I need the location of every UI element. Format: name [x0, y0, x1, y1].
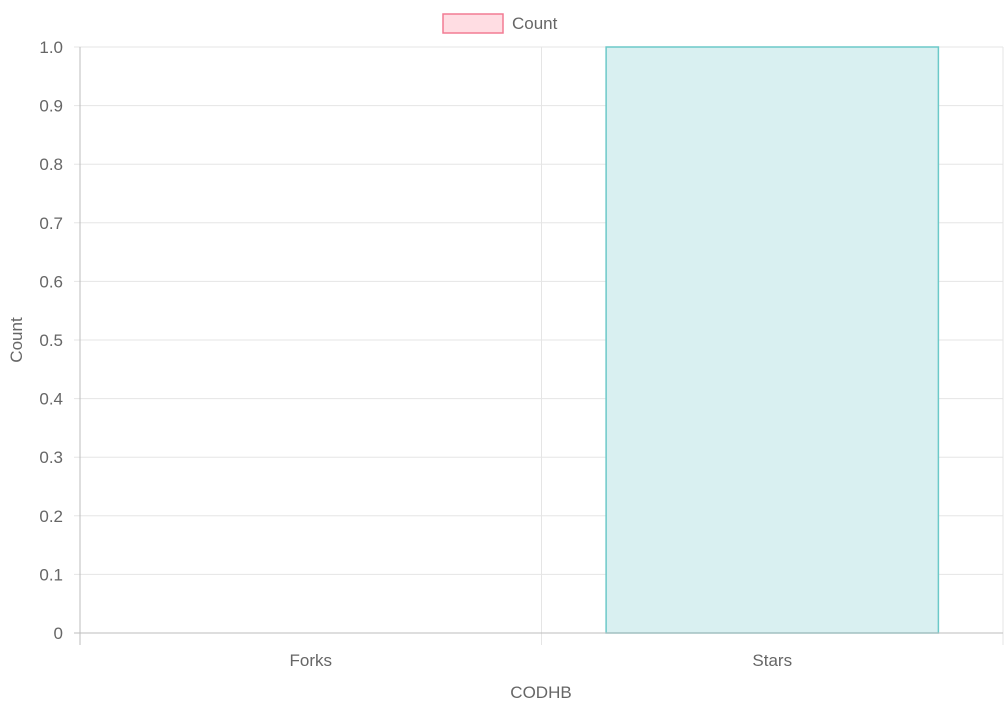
- y-tick-labels: 0 0.1 0.2 0.3 0.4 0.5 0.6 0.7 0.8 0.9 1.0: [39, 38, 63, 643]
- x-axis-title: CODHB: [510, 683, 571, 702]
- y-tick-label: 0.4: [39, 390, 63, 409]
- y-tick-label: 0.6: [39, 272, 63, 291]
- x-tick-label: Stars: [752, 651, 792, 670]
- axes: [74, 47, 1003, 645]
- legend[interactable]: Count: [442, 13, 558, 34]
- y-tick-label: 0.5: [39, 331, 63, 350]
- y-tick-label: 0.3: [39, 448, 63, 467]
- legend-swatch[interactable]: [442, 13, 504, 34]
- y-tick-label: 0.2: [39, 507, 63, 526]
- x-tick-label: Forks: [290, 651, 333, 670]
- legend-label[interactable]: Count: [512, 14, 558, 33]
- y-axis-title: Count: [7, 317, 26, 363]
- y-tick-label: 0.8: [39, 155, 63, 174]
- x-tick-labels: Forks Stars: [290, 651, 793, 670]
- y-tick-label: 1.0: [39, 38, 63, 57]
- y-tick-label: 0.9: [39, 97, 63, 116]
- y-tick-label: 0.1: [39, 565, 63, 584]
- bar-stars[interactable]: [605, 46, 940, 634]
- y-tick-label: 0.7: [39, 214, 63, 233]
- y-tick-label: 0: [54, 624, 63, 643]
- bars: [605, 46, 940, 634]
